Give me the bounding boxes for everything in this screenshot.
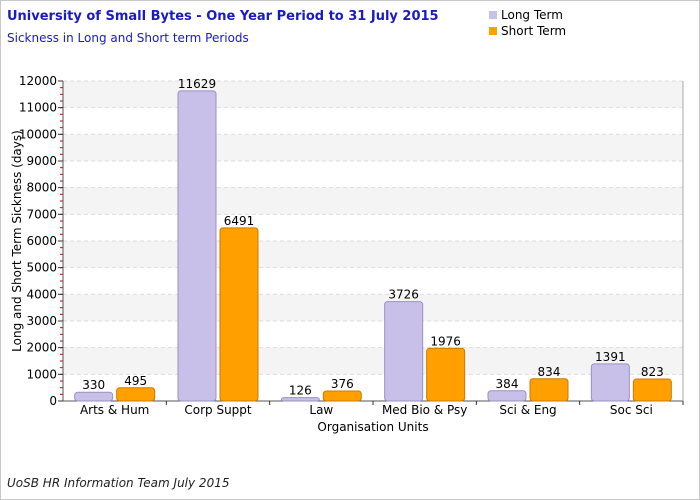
y-axis-label: Long and Short Term Sickness (days) [10,130,24,352]
bar-short-term-med-bio-psy [426,347,466,402]
y-tick-label: 7000 [26,207,57,221]
plot-band [63,187,683,215]
legend: Long Term Short Term [489,7,566,39]
data-label-short-term-law: 376 [331,377,354,391]
y-tick-label: 8000 [26,181,57,195]
y-tick-label: 3000 [26,314,57,328]
bar-long-term-corp-suppt [177,90,217,402]
bar-long-term-sci-eng [487,390,527,402]
x-tick-label: Corp Suppt [184,403,252,417]
data-label-short-term-med-bio-psy: 1976 [430,334,461,348]
bar-short-term-corp-suppt [219,227,259,402]
y-tick-label: 2000 [26,341,57,355]
y-tick-label: 0 [49,394,57,408]
legend-swatch-long-term [489,11,497,19]
y-tick-label: 5000 [26,261,57,275]
y-tick-label: 10000 [19,127,57,141]
data-label-long-term-sci-eng: 384 [496,377,519,391]
footer-credit: UoSB HR Information Team July 2015 [7,476,230,490]
bar-short-term-law [322,390,362,402]
bar-long-term-soc-sci [590,363,630,402]
chart-subtitle: Sickness in Long and Short term Periods [7,31,249,45]
legend-label-short-term: Short Term [501,24,567,38]
x-tick-label: Sci & Eng [499,403,556,417]
y-tick-label: 1000 [26,367,57,381]
x-tick-label: Soc Sci [610,403,653,417]
y-tick-label: 4000 [26,287,57,301]
bar-long-term-med-bio-psy [384,301,424,402]
bar-long-term-law [280,397,320,402]
data-label-long-term-law: 126 [289,384,312,398]
data-label-short-term-corp-suppt: 6491 [224,214,255,228]
bar-short-term-arts-hum [116,387,156,402]
legend-label-long-term: Long Term [501,8,563,22]
x-tick-label: Med Bio & Psy [382,403,467,417]
data-label-short-term-soc-sci: 823 [641,365,664,379]
plot-band [63,81,683,108]
legend-item-short-term: Short Term [489,23,566,39]
data-label-long-term-arts-hum: 330 [82,378,105,392]
y-tick-label: 6000 [26,234,57,248]
data-label-short-term-arts-hum: 495 [124,374,147,388]
x-axis-label: Organisation Units [317,420,428,434]
plot-band [63,347,683,375]
data-label-long-term-med-bio-psy: 3726 [388,288,419,302]
y-tick-label: 12000 [19,74,57,88]
legend-swatch-short-term [489,27,497,35]
y-tick-label: 11000 [19,101,57,115]
bar-short-term-sci-eng [529,378,569,402]
plot-band [63,294,683,321]
bar-long-term-arts-hum [74,391,114,402]
chart-title: University of Small Bytes - One Year Per… [7,9,439,24]
y-tick-label: 9000 [26,154,57,168]
data-label-long-term-soc-sci: 1391 [595,350,626,364]
legend-item-long-term: Long Term [489,7,566,23]
data-label-short-term-sci-eng: 834 [538,365,561,379]
bar-short-term-soc-sci [632,378,672,402]
x-tick-label: Law [309,403,333,417]
plot-band [63,134,683,161]
x-tick-label: Arts & Hum [80,403,149,417]
data-label-long-term-corp-suppt: 11629 [178,77,216,91]
plot-band [63,241,683,268]
bar-chart: 0 1000 2000 3000 4000 5000 6000 7000 8000 9000 100… [10,74,684,434]
